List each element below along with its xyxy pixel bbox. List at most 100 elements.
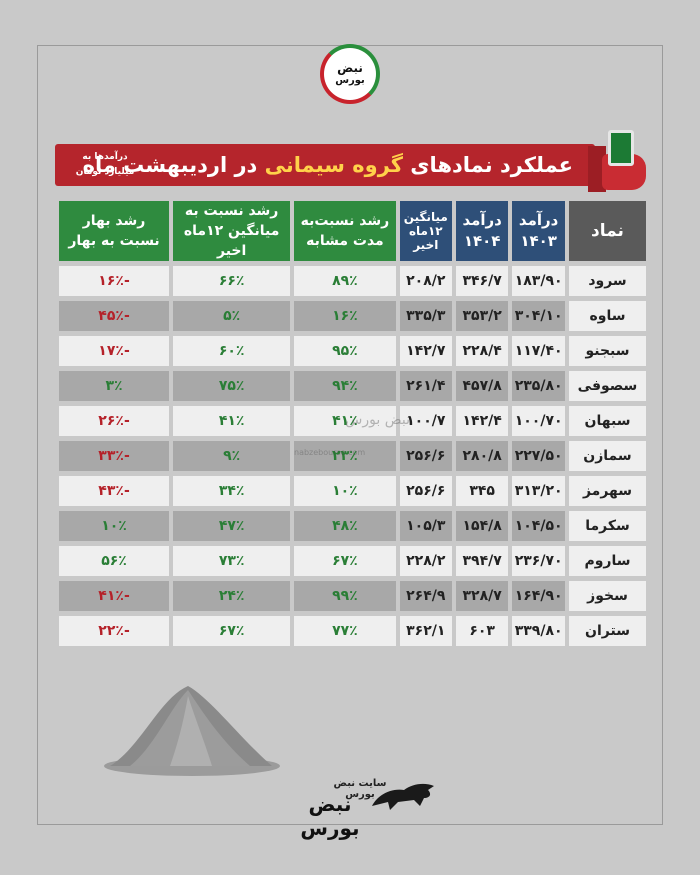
growth-vs-average-cell: ۲۴٪ xyxy=(173,581,291,611)
spring-growth-cell: -۲۶٪ xyxy=(59,406,170,436)
fist-holding-card-icon xyxy=(588,128,650,192)
unit-note: درآمدها به میلیارد تومان xyxy=(75,152,135,177)
spring-growth-cell: -۳۳٪ xyxy=(59,441,170,471)
title-highlight: گروه سیمانی xyxy=(264,153,403,177)
growth-vs-average-cell: ۴۷٪ xyxy=(173,511,291,541)
avg-12-cell: ۱۰۵/۳ xyxy=(399,511,453,541)
avg-12-cell: ۱۰۰/۷ xyxy=(399,406,453,436)
symbol-cell: سبهان xyxy=(569,406,646,436)
table-row: سمازن ۲۲۷/۵۰ ۲۸۰/۸ ۲۵۶/۶ ۲۳٪ ۹٪ -۳۳٪ xyxy=(59,441,646,471)
avg-12-cell: ۲۶۴/۹ xyxy=(399,581,453,611)
symbol-cell: سهرمز xyxy=(569,476,646,506)
avg-12-cell: ۲۵۶/۶ xyxy=(399,476,453,506)
income-1403-cell: ۳۱۳/۲۰ xyxy=(512,476,565,506)
spring-growth-cell: -۱۶٪ xyxy=(59,266,170,296)
spring-growth-cell: ۵۶٪ xyxy=(59,546,170,576)
table-row: ساروم ۲۳۶/۷۰ ۳۹۴/۷ ۲۲۸/۲ ۶۷٪ ۷۳٪ ۵۶٪ xyxy=(59,546,646,576)
symbol-cell: سخوز xyxy=(569,581,646,611)
income-1404-cell: ۲۲۸/۴ xyxy=(456,336,509,366)
watermark-brand: نبض بورس xyxy=(345,412,410,428)
growth-same-period-cell: ۴۸٪ xyxy=(294,511,396,541)
growth-vs-average-cell: ۴۱٪ xyxy=(173,406,291,436)
header-growth-same-period: رشد نسبت‌به مدت مشابه xyxy=(294,201,396,261)
growth-same-period-cell: ۴۱٪ xyxy=(294,406,396,436)
avg-12-cell: ۲۶۱/۴ xyxy=(399,371,453,401)
footer-brand: نبض بورس xyxy=(300,792,360,840)
income-1403-cell: ۲۲۷/۵۰ xyxy=(512,441,565,471)
growth-vs-average-cell: ۶۶٪ xyxy=(173,266,291,296)
income-1403-cell: ۱۰۴/۵۰ xyxy=(512,511,565,541)
table-row: سهرمز ۳۱۳/۲۰ ۳۴۵ ۲۵۶/۶ ۱۰٪ ۳۴٪ -۴۳٪ xyxy=(59,476,646,506)
table-row: سبجنو ۱۱۷/۴۰ ۲۲۸/۴ ۱۴۲/۷ ۹۵٪ ۶۰٪ -۱۷٪ xyxy=(59,336,646,366)
cement-pile-image xyxy=(104,686,280,776)
header-growth-vs-average: رشد نسبت به میانگین ۱۲ماه اخیر xyxy=(173,201,291,261)
symbol-cell: ستران xyxy=(569,616,646,646)
header-symbol: نماد xyxy=(569,201,646,261)
income-1404-cell: ۳۹۴/۷ xyxy=(456,546,509,576)
income-1404-cell: ۴۵۷/۸ xyxy=(456,371,509,401)
footer-site-label: سایت نبض بورس xyxy=(333,778,387,800)
watermark-site: nabzebourse.com xyxy=(294,448,366,457)
table-row: سخوز ۱۶۴/۹۰ ۳۲۸/۷ ۲۶۴/۹ ۹۹٪ ۲۴٪ -۴۱٪ xyxy=(59,581,646,611)
income-1403-cell: ۱۱۷/۴۰ xyxy=(512,336,565,366)
avg-12-cell: ۳۶۲/۱ xyxy=(399,616,453,646)
income-1404-cell: ۶۰۳ xyxy=(456,616,509,646)
income-1403-cell: ۳۰۴/۱۰ xyxy=(512,301,565,331)
symbol-cell: سکرما xyxy=(569,511,646,541)
growth-same-period-cell: ۲۳٪ xyxy=(294,441,396,471)
bull-icon xyxy=(372,783,434,810)
growth-same-period-cell: ۹۵٪ xyxy=(294,336,396,366)
growth-same-period-cell: ۷۷٪ xyxy=(294,616,396,646)
logo-line-2: بورس xyxy=(335,75,365,86)
income-1403-cell: ۱۰۰/۷۰ xyxy=(512,406,565,436)
symbol-cell: سبجنو xyxy=(569,336,646,366)
spring-growth-cell: -۴۵٪ xyxy=(59,301,170,331)
income-1403-cell: ۱۸۳/۹۰ xyxy=(512,266,565,296)
income-1404-cell: ۳۲۸/۷ xyxy=(456,581,509,611)
spring-growth-cell: -۴۳٪ xyxy=(59,476,170,506)
income-1404-cell: ۲۸۰/۸ xyxy=(456,441,509,471)
income-1403-cell: ۳۳۹/۸۰ xyxy=(512,616,565,646)
spring-growth-cell: -۲۲٪ xyxy=(59,616,170,646)
growth-vs-average-cell: ۳۴٪ xyxy=(173,476,291,506)
brand-logo: نبض بورس xyxy=(320,44,380,104)
table-row: سبهان ۱۰۰/۷۰ ۱۴۲/۴ ۱۰۰/۷ ۴۱٪ ۴۱٪ -۲۶٪ xyxy=(59,406,646,436)
income-1403-cell: ۲۳۵/۸۰ xyxy=(512,371,565,401)
logo-line-1: نبض xyxy=(337,61,363,75)
avg-12-cell: ۲۵۶/۶ xyxy=(399,441,453,471)
header-income-1404: درآمد ۱۴۰۴ xyxy=(456,201,509,261)
income-1404-cell: ۱۵۴/۸ xyxy=(456,511,509,541)
header-income-1403: درآمد ۱۴۰۳ xyxy=(512,201,565,261)
table-row: سرود ۱۸۳/۹۰ ۳۴۶/۷ ۲۰۸/۲ ۸۹٪ ۶۶٪ -۱۶٪ xyxy=(59,266,646,296)
growth-same-period-cell: ۶۷٪ xyxy=(294,546,396,576)
page-title: عملکرد نمادهای گروه سیمانی در اردیبهشت م… xyxy=(82,153,573,177)
avg-12-cell: ۱۴۲/۷ xyxy=(399,336,453,366)
growth-vs-average-cell: ۶۰٪ xyxy=(173,336,291,366)
performance-table: نماد درآمد ۱۴۰۳ درآمد ۱۴۰۴ میانگین ۱۲ماه اخ… xyxy=(55,196,650,651)
title-banner: عملکرد نمادهای گروه سیمانی در اردیبهشت م… xyxy=(55,144,595,186)
symbol-cell: ساروم xyxy=(569,546,646,576)
table-row: ساوه ۳۰۴/۱۰ ۳۵۳/۲ ۳۳۵/۳ ۱۶٪ ۵٪ -۴۵٪ xyxy=(59,301,646,331)
table-row: سصوفی ۲۳۵/۸۰ ۴۵۷/۸ ۲۶۱/۴ ۹۴٪ ۷۵٪ ۳٪ xyxy=(59,371,646,401)
header-avg-12-months: میانگین ۱۲ماه اخیر xyxy=(399,201,453,261)
income-1403-cell: ۱۶۴/۹۰ xyxy=(512,581,565,611)
table-row: ستران ۳۳۹/۸۰ ۶۰۳ ۳۶۲/۱ ۷۷٪ ۶۷٪ -۲۲٪ xyxy=(59,616,646,646)
growth-vs-average-cell: ۹٪ xyxy=(173,441,291,471)
income-1404-cell: ۱۴۲/۴ xyxy=(456,406,509,436)
growth-vs-average-cell: ۶۷٪ xyxy=(173,616,291,646)
table-row: سکرما ۱۰۴/۵۰ ۱۵۴/۸ ۱۰۵/۳ ۴۸٪ ۴۷٪ ۱۰٪ xyxy=(59,511,646,541)
growth-same-period-cell: ۹۴٪ xyxy=(294,371,396,401)
growth-vs-average-cell: ۷۳٪ xyxy=(173,546,291,576)
income-1403-cell: ۲۳۶/۷۰ xyxy=(512,546,565,576)
income-1404-cell: ۳۵۳/۲ xyxy=(456,301,509,331)
growth-vs-average-cell: ۷۵٪ xyxy=(173,371,291,401)
spring-growth-cell: ۳٪ xyxy=(59,371,170,401)
symbol-cell: سمازن xyxy=(569,441,646,471)
symbol-cell: سرود xyxy=(569,266,646,296)
growth-same-period-cell: ۹۹٪ xyxy=(294,581,396,611)
symbol-cell: سصوفی xyxy=(569,371,646,401)
growth-same-period-cell: ۱۶٪ xyxy=(294,301,396,331)
header-spring-growth: رشد بهار نسبت به بهار xyxy=(59,201,170,261)
avg-12-cell: ۲۲۸/۲ xyxy=(399,546,453,576)
spring-growth-cell: -۱۷٪ xyxy=(59,336,170,366)
